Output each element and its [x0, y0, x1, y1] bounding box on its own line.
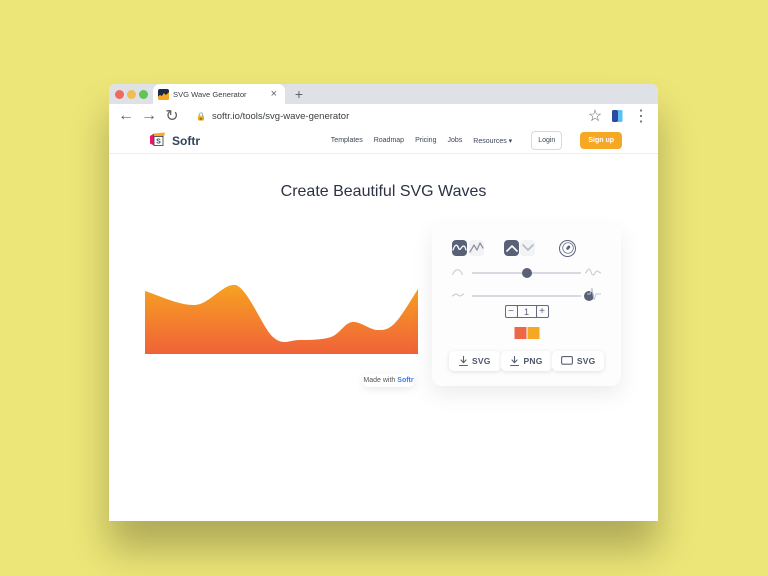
svg-text:S: S [156, 139, 161, 146]
